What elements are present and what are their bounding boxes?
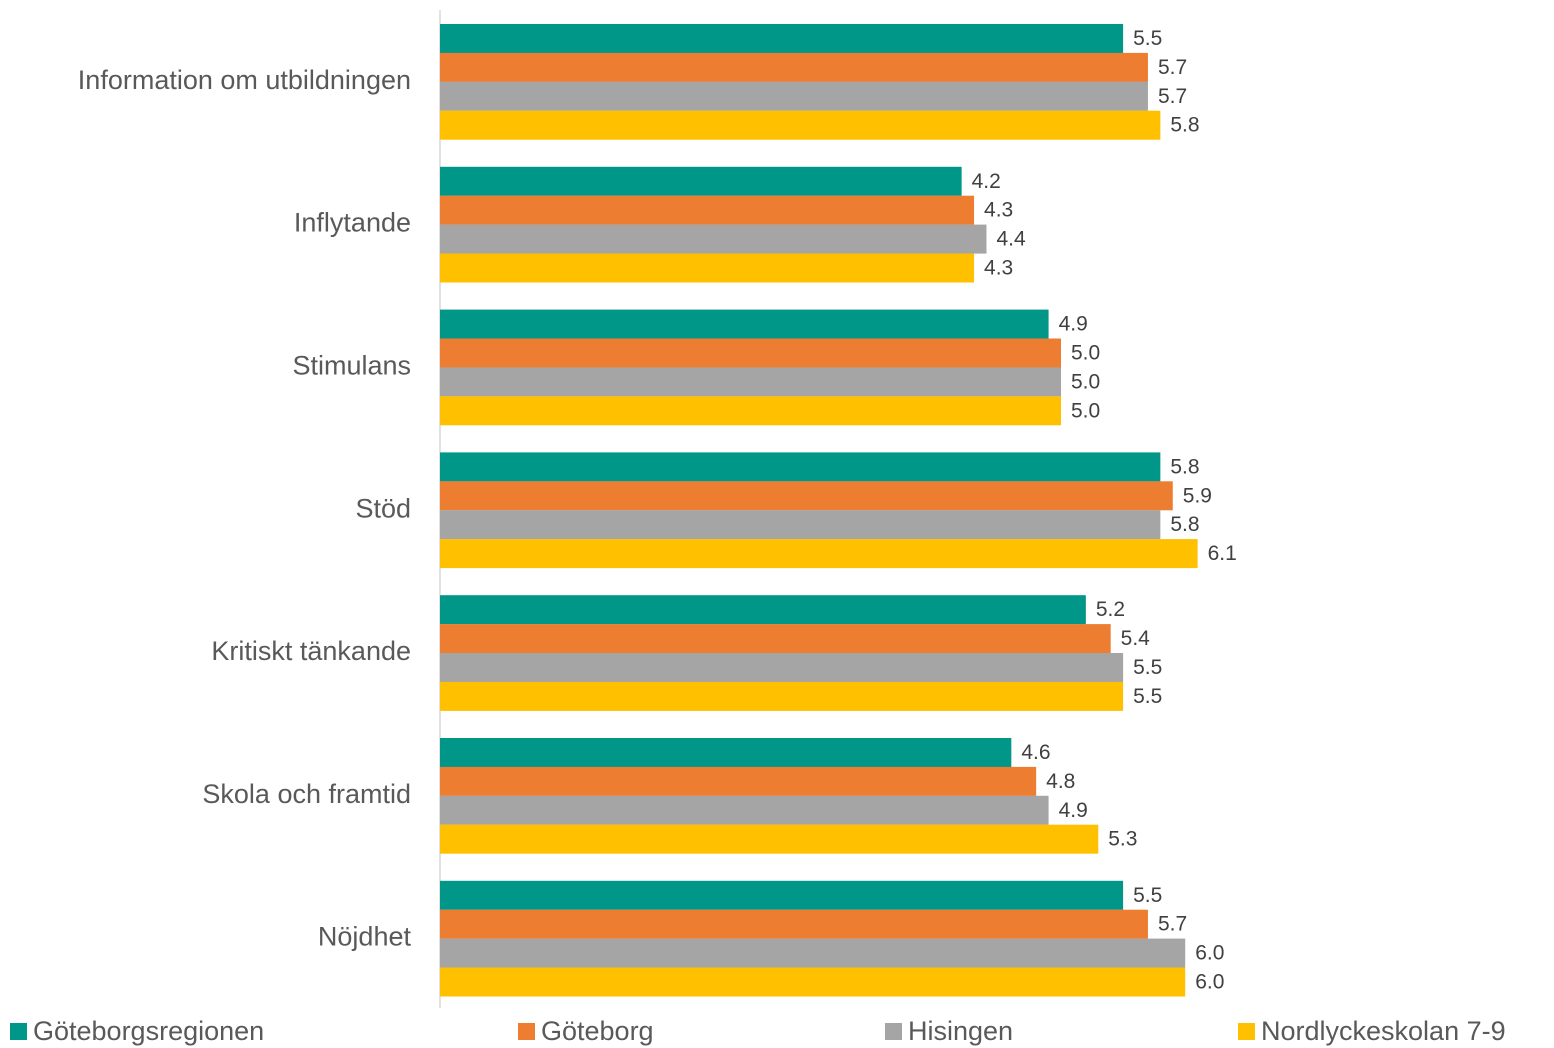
bar bbox=[440, 795, 1049, 825]
value-label: 4.2 bbox=[972, 170, 1001, 193]
legend-label: Hisingen bbox=[908, 1015, 1014, 1046]
value-label: 5.0 bbox=[1071, 342, 1100, 365]
bar bbox=[440, 396, 1061, 426]
legend-item-hisingen[interactable]: Hisingen bbox=[885, 1014, 1013, 1048]
value-label: 4.8 bbox=[1046, 770, 1075, 793]
category-label: Stimulans bbox=[292, 351, 411, 381]
category-label: Stöd bbox=[355, 493, 411, 523]
legend-swatch-icon bbox=[1238, 1022, 1255, 1040]
value-label: 5.5 bbox=[1133, 685, 1162, 708]
value-label: 5.5 bbox=[1133, 884, 1162, 907]
value-label: 5.4 bbox=[1121, 627, 1151, 650]
legend-item-nordlyckeskolan[interactable]: Nordlyckeskolan 7-9 bbox=[1238, 1014, 1506, 1048]
legend-label: Göteborg bbox=[541, 1015, 654, 1046]
bars-layer bbox=[440, 24, 1198, 997]
bar bbox=[440, 24, 1124, 53]
value-label: 5.7 bbox=[1158, 85, 1187, 108]
value-label: 4.4 bbox=[996, 228, 1026, 251]
value-label: 6.0 bbox=[1195, 942, 1224, 965]
legend-swatch-icon bbox=[10, 1022, 27, 1040]
bar bbox=[440, 309, 1049, 339]
value-label: 5.0 bbox=[1071, 370, 1100, 393]
value-label: 5.5 bbox=[1133, 27, 1162, 50]
bar bbox=[440, 52, 1148, 82]
bar bbox=[440, 81, 1148, 111]
legend-swatch-icon bbox=[885, 1022, 902, 1040]
bar bbox=[440, 824, 1099, 854]
value-label: 6.0 bbox=[1195, 971, 1224, 994]
bar bbox=[440, 253, 975, 283]
category-label: Skola och framtid bbox=[202, 779, 411, 809]
bar bbox=[440, 510, 1161, 540]
bar bbox=[440, 595, 1086, 625]
category-label: Kritiskt tänkande bbox=[211, 636, 411, 666]
bar bbox=[440, 967, 1186, 997]
bar bbox=[440, 166, 962, 196]
value-label: 5.2 bbox=[1096, 598, 1125, 621]
legend-label: Göteborgsregionen bbox=[33, 1015, 265, 1046]
value-label: 4.6 bbox=[1021, 741, 1050, 764]
legend-item-goteborgsregionen[interactable]: Göteborgsregionen bbox=[10, 1014, 264, 1048]
bar bbox=[440, 367, 1061, 397]
value-label: 4.3 bbox=[984, 257, 1013, 280]
legend: Göteborgsregionen Göteborg Hisingen Nord… bbox=[0, 1014, 1554, 1048]
value-label: 5.8 bbox=[1170, 114, 1199, 137]
bar bbox=[440, 539, 1198, 569]
category-label: Inflytande bbox=[294, 208, 411, 238]
bar bbox=[440, 481, 1173, 511]
value-label: 4.9 bbox=[1059, 799, 1088, 822]
bar bbox=[440, 766, 1037, 796]
value-label: 5.7 bbox=[1158, 913, 1187, 936]
value-label: 6.1 bbox=[1208, 542, 1237, 565]
value-label: 5.8 bbox=[1170, 455, 1199, 478]
value-label: 4.9 bbox=[1059, 313, 1088, 336]
value-label: 5.9 bbox=[1183, 484, 1212, 507]
bar bbox=[440, 880, 1124, 910]
bar bbox=[440, 938, 1186, 968]
category-label: Information om utbildningen bbox=[78, 65, 411, 95]
bar bbox=[440, 738, 1012, 767]
bar bbox=[440, 681, 1124, 711]
category-label: Nöjdhet bbox=[318, 922, 412, 952]
bar bbox=[440, 338, 1061, 368]
bar bbox=[440, 909, 1148, 939]
value-label: 4.3 bbox=[984, 199, 1013, 222]
bar bbox=[440, 624, 1111, 654]
bar bbox=[440, 224, 987, 254]
value-label: 5.3 bbox=[1108, 828, 1137, 851]
value-label: 5.8 bbox=[1170, 513, 1199, 536]
bar bbox=[440, 110, 1161, 140]
legend-label: Nordlyckeskolan 7-9 bbox=[1261, 1015, 1506, 1046]
legend-item-goteborg[interactable]: Göteborg bbox=[518, 1014, 654, 1048]
value-label: 5.7 bbox=[1158, 56, 1187, 79]
bar bbox=[440, 452, 1161, 482]
bar bbox=[440, 653, 1124, 682]
bar bbox=[440, 195, 975, 225]
value-label: 5.5 bbox=[1133, 656, 1162, 679]
legend-swatch-icon bbox=[518, 1022, 535, 1040]
value-label: 5.0 bbox=[1071, 399, 1100, 422]
